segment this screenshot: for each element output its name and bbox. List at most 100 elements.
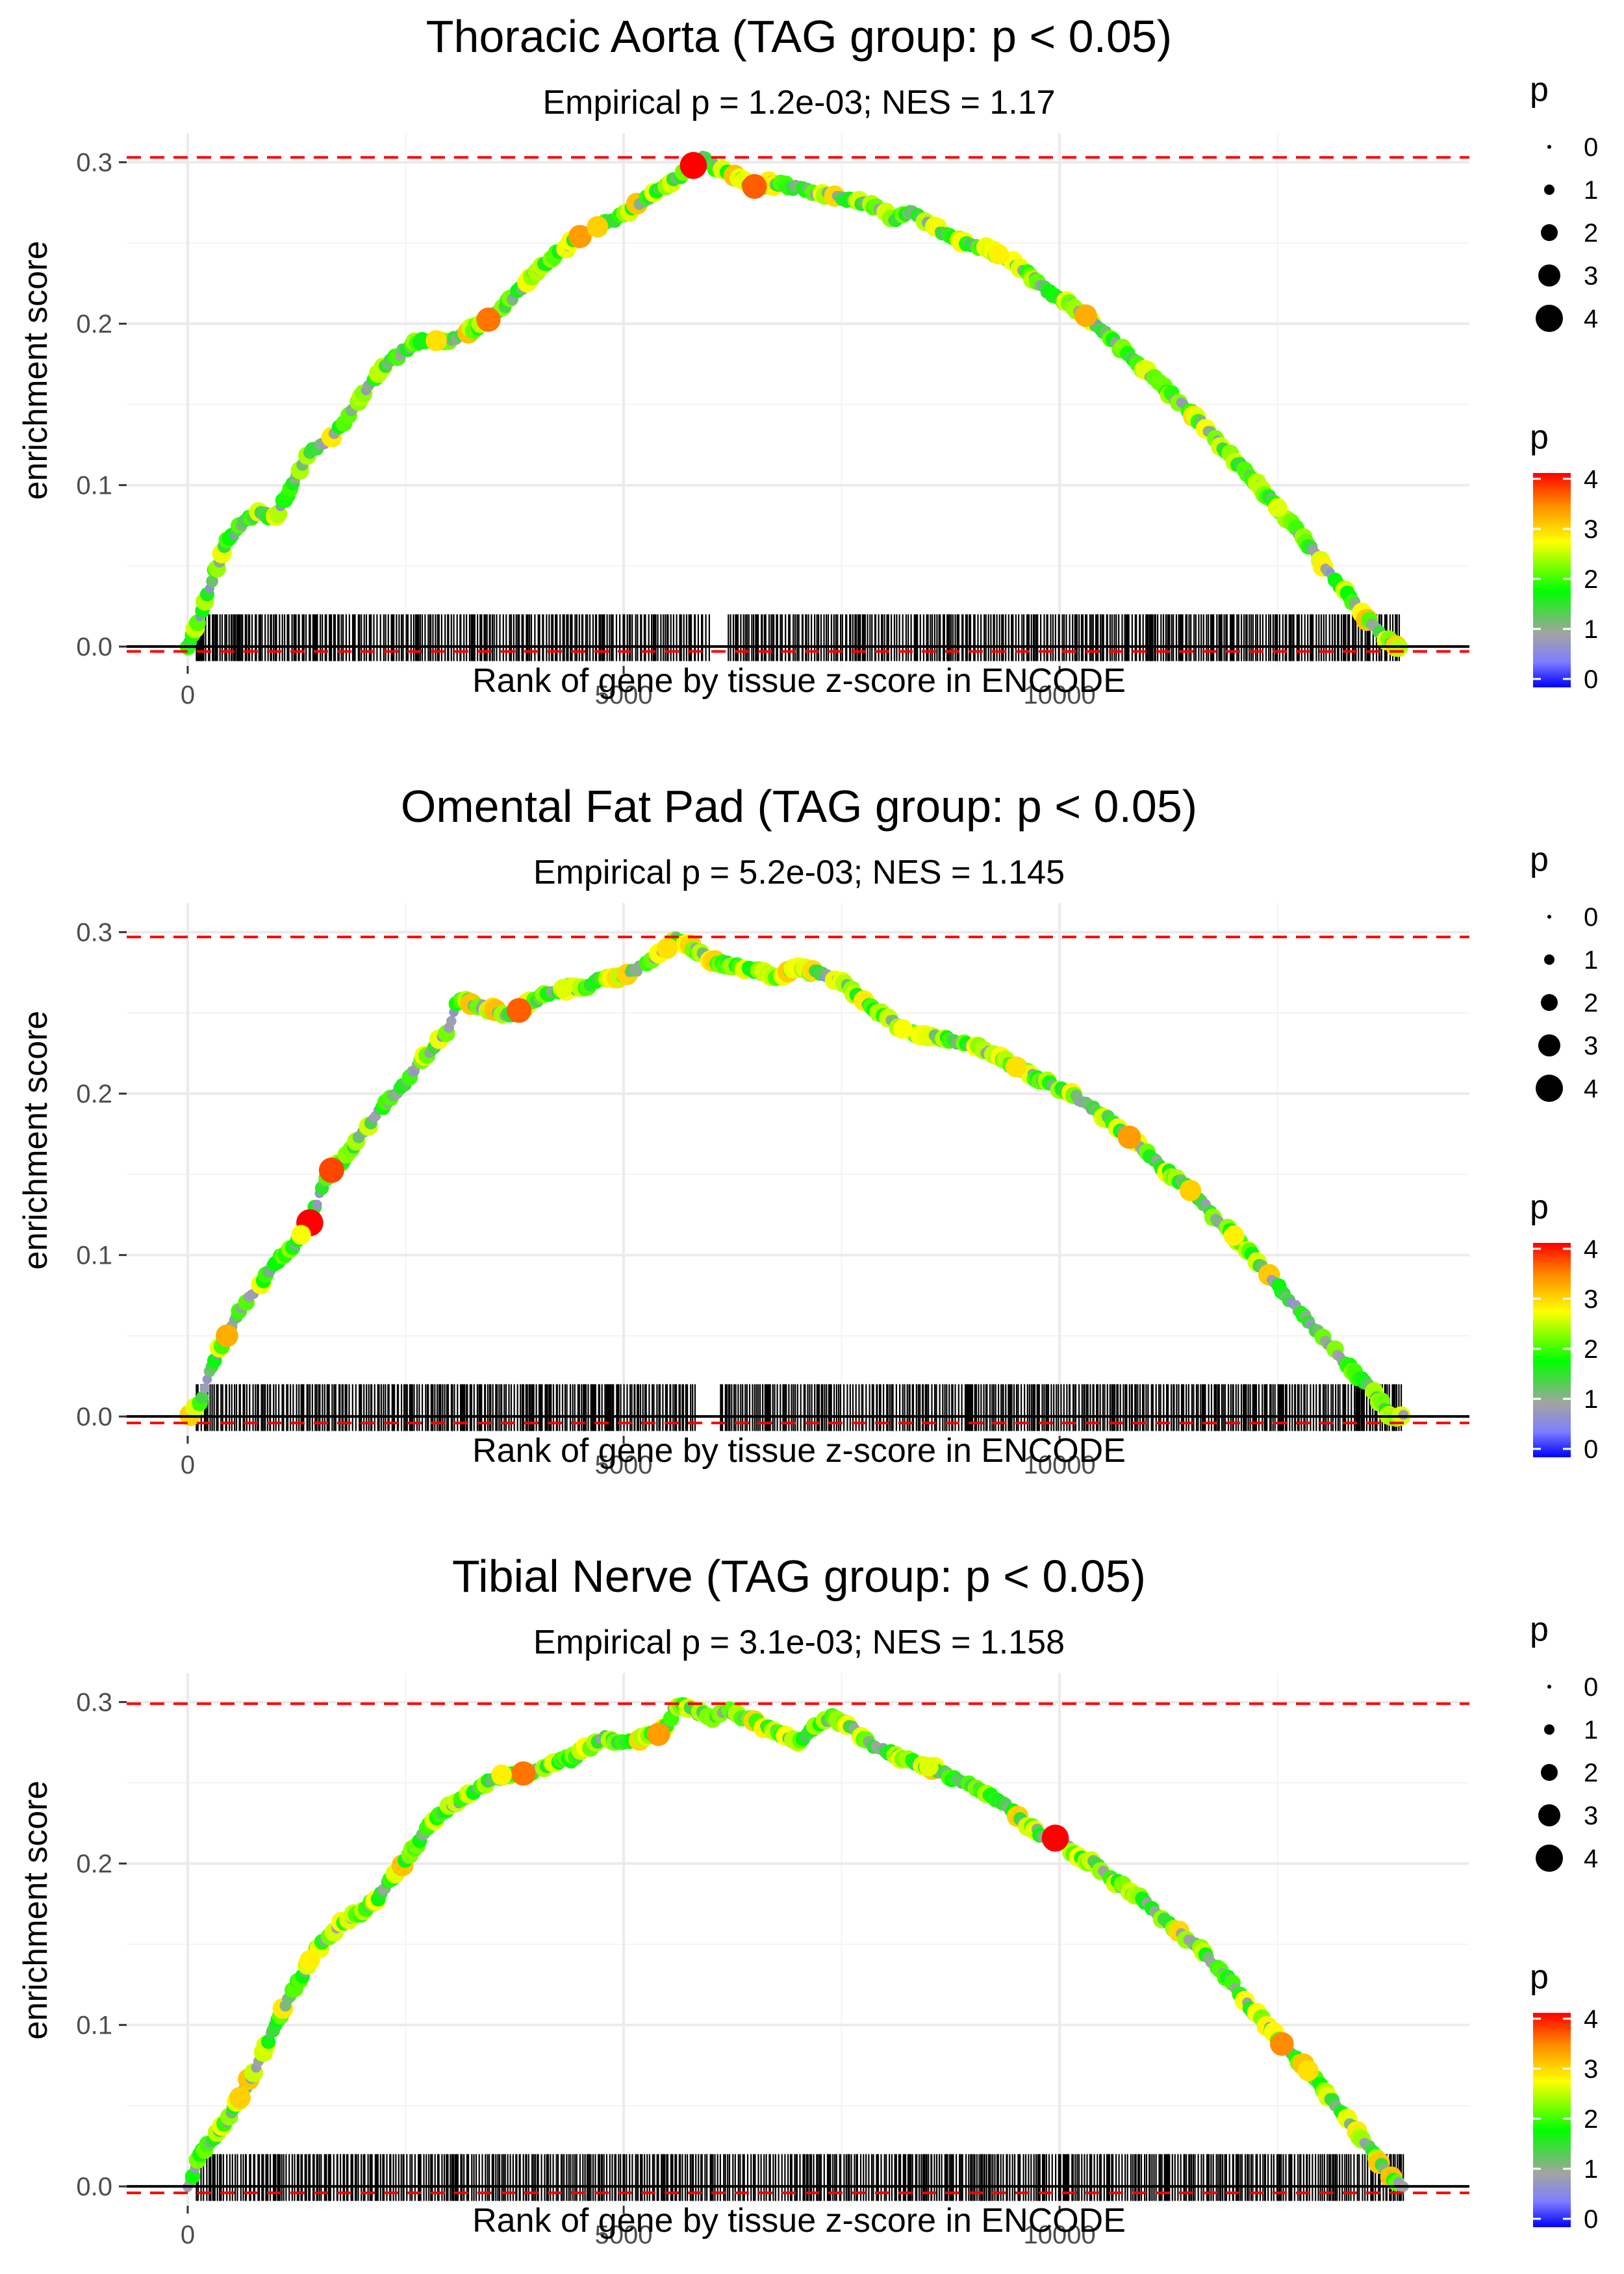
color-legend-title: p <box>1530 418 1549 456</box>
panel-1-subtitle: Empirical p = 1.2e-03; NES = 1.17 <box>542 84 1055 121</box>
panel-1-rug <box>196 614 1401 661</box>
color-legend-label: 4 <box>1584 1235 1598 1264</box>
panel-1-highlight-point <box>742 173 767 199</box>
panel-2-highlight-point <box>1223 1225 1245 1246</box>
panel-1-yticks: 0.0 0.1 0.2 0.3 <box>76 149 112 661</box>
panel-1-refs <box>127 156 1469 653</box>
panel-2-highlight-point <box>553 978 572 999</box>
panel-3-highlight-point <box>511 1761 536 1786</box>
panel-2-curve-point <box>446 1016 457 1027</box>
color-legend-label: 1 <box>1584 2155 1598 2184</box>
panel-3-grid <box>119 1673 1469 2214</box>
size-legend-label: 0 <box>1584 903 1598 932</box>
panel-3-highlight-point <box>229 2086 251 2109</box>
panel-3-rug <box>196 2154 1404 2201</box>
colorbar-ticks <box>1533 2017 1571 2220</box>
panel-3-xticks: 0 5000 10000 <box>181 2221 1096 2249</box>
color-legend-title: p <box>1530 1958 1549 1996</box>
color-legend-label: 3 <box>1584 2055 1598 2084</box>
panel-3-highlight-point <box>1297 2060 1319 2082</box>
size-legend-label: 3 <box>1584 1802 1598 1830</box>
size-legend-label: 2 <box>1584 219 1598 248</box>
panel-2-highlight-point <box>656 938 678 959</box>
color-legend-label: 2 <box>1584 2105 1598 2134</box>
panel-2-subtitle: Empirical p = 5.2e-03; NES = 1.145 <box>533 854 1065 891</box>
size-legend-label: 2 <box>1584 989 1598 1017</box>
panel-3-highlight-point <box>646 1722 670 1746</box>
size-legend-dot <box>1538 1034 1560 1056</box>
panel-1-ytick-label: 0.0 <box>76 633 112 661</box>
panel-3-ytick-label: 0.1 <box>76 2012 112 2040</box>
color-legend-label: 1 <box>1584 1385 1598 1414</box>
panel-1-ytick-label: 0.3 <box>76 149 112 177</box>
panel-2-title: Omental Fat Pad (TAG group: p < 0.05) <box>401 781 1197 832</box>
panel-1-xtick-label: 10000 <box>1024 681 1096 709</box>
legend-3: p 0 1 2 3 4 p 0 1 2 3 4 <box>1530 1611 1598 2234</box>
panel-3-highlight-point <box>299 1950 320 1971</box>
panel-3-xtick-label: 5000 <box>595 2221 653 2249</box>
panel-2-ytick-label: 0.0 <box>76 1403 112 1431</box>
panel-1-highlight-point <box>679 151 707 179</box>
panel-2-highlight-point <box>1117 1125 1141 1149</box>
panel-1-grid <box>119 133 1469 674</box>
panel-2-curve-point <box>196 1391 209 1405</box>
panel-3-highlight-point <box>1270 2032 1294 2056</box>
size-legend-label: 3 <box>1584 262 1598 290</box>
panel-2-highlight-point <box>291 1225 311 1245</box>
panel-2-xticks: 0 5000 10000 <box>181 1451 1096 1479</box>
size-legend-label: 2 <box>1584 1759 1598 1787</box>
size-legend-label: 4 <box>1584 305 1598 333</box>
color-legend-label: 4 <box>1584 2005 1598 2034</box>
panel-1-ytick-label: 0.2 <box>76 310 112 339</box>
panel-3-curve <box>183 1697 1409 2192</box>
panel-2-highlight-point <box>216 1324 238 1348</box>
colorbar-ticks <box>1533 1247 1571 1450</box>
color-legend-label: 3 <box>1584 515 1598 544</box>
size-legend-dot <box>1547 915 1551 919</box>
panel-3-refs <box>127 1702 1469 2195</box>
panel-1-highlight-point <box>425 330 447 351</box>
panel-2-curve-point <box>199 1383 210 1394</box>
panel-2-highlight-point <box>506 998 532 1023</box>
panel-3-ytick-label: 0.0 <box>76 2173 112 2201</box>
size-legend-dot <box>1541 1764 1558 1781</box>
size-legend-dot <box>1547 1685 1551 1689</box>
panel-2-ytick-label: 0.3 <box>76 919 112 947</box>
size-legend-dot <box>1544 954 1554 965</box>
panel-2-highlight-point <box>893 1019 913 1040</box>
panel-1-curve <box>179 151 1408 657</box>
panel-3-highlight-point <box>919 1757 939 1777</box>
panel-2-xtick-label: 10000 <box>1024 1451 1096 1479</box>
panel-1-xtick-label: 5000 <box>595 681 653 709</box>
panel-1-rug-ticks <box>196 614 1401 661</box>
size-legend-dot <box>1536 1845 1563 1872</box>
size-legend-dot <box>1538 264 1560 287</box>
size-legend-dot <box>1544 185 1554 195</box>
panel-3-xtick-label: 10000 <box>1024 2221 1096 2249</box>
size-legend-label: 1 <box>1584 176 1598 205</box>
size-legend-dot <box>1547 145 1551 149</box>
color-legend-label: 1 <box>1584 615 1598 644</box>
panel-2-xlabel: Rank of gene by tissue z-score in ENCODE <box>472 1432 1126 1470</box>
panel-3-ylabel: enrichment score <box>17 1781 55 2040</box>
size-legend-dot <box>1536 1075 1563 1102</box>
color-legend-title: p <box>1530 1188 1549 1226</box>
size-legend-dot <box>1544 1724 1554 1735</box>
panel-1-highlight-point <box>988 244 1009 265</box>
panel-2-xtick-label: 5000 <box>595 1451 653 1479</box>
color-legend-label: 2 <box>1584 1335 1598 1364</box>
size-legend-title: p <box>1530 71 1549 109</box>
panel-2-rug-ticks <box>196 1384 1402 1431</box>
size-legend-label: 1 <box>1584 946 1598 975</box>
panel-1-highlight-point <box>476 307 501 332</box>
panel-2-highlight-point <box>318 1157 344 1183</box>
panel-3-ytick-label: 0.2 <box>76 1850 112 1878</box>
size-legend-dot <box>1541 994 1558 1011</box>
panel-1-xtick-label: 0 <box>181 681 195 709</box>
size-legend-label: 0 <box>1584 133 1598 162</box>
panel-2: Omental Fat Pad (TAG group: p < 0.05) Em… <box>17 781 1469 1479</box>
panel-2-yticks: 0.0 0.1 0.2 0.3 <box>76 919 112 1431</box>
panel-3-rug-ticks <box>196 2154 1404 2201</box>
color-legend-label: 0 <box>1584 2205 1598 2234</box>
panel-1-xlabel: Rank of gene by tissue z-score in ENCODE <box>472 662 1126 700</box>
